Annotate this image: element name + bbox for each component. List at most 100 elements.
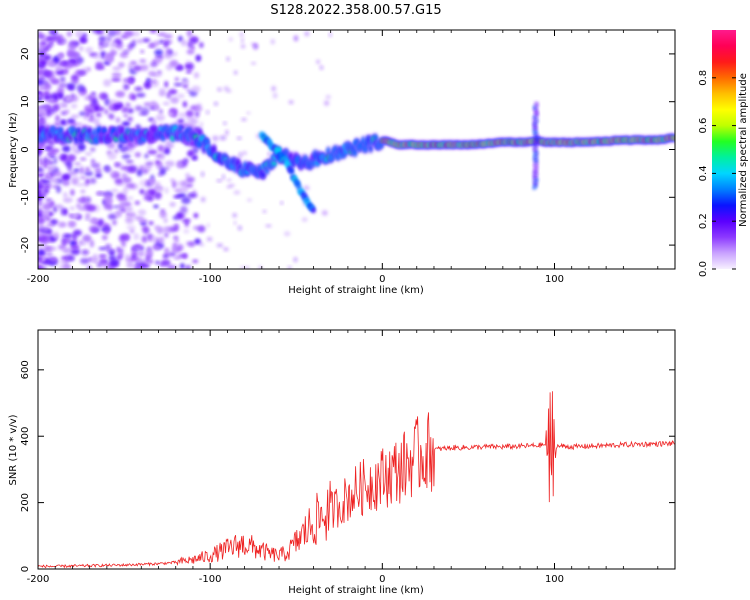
noise-speckle xyxy=(67,85,76,91)
noise-speckle xyxy=(144,153,149,159)
colorbar-tick-label: 0.4 xyxy=(698,165,709,181)
noise-speckle xyxy=(191,37,198,44)
noise-speckle xyxy=(112,219,117,226)
noise-speckle xyxy=(42,182,52,187)
noise-speckle xyxy=(43,94,51,101)
noise-speckle xyxy=(59,102,66,108)
noise-speckle xyxy=(145,161,155,166)
noise-speckle xyxy=(147,79,156,83)
noise-speckle xyxy=(177,35,183,42)
noise-speckle xyxy=(82,234,92,243)
noise-speckle xyxy=(169,144,175,148)
snr-y-tick-label: 0 xyxy=(20,566,31,572)
noise-speckle xyxy=(62,241,67,247)
noise-speckle xyxy=(174,77,180,82)
noise-speckle xyxy=(114,148,119,154)
noise-speckle xyxy=(168,88,178,95)
noise-speckle xyxy=(89,147,96,152)
noise-speckle xyxy=(125,212,130,217)
snr-y-axis-label: SNR (10 * v/v) xyxy=(8,414,19,485)
noise-speckle xyxy=(160,208,166,213)
noise-speckle xyxy=(304,31,310,37)
noise-speckle xyxy=(223,121,227,125)
snr-x-tick-label: -100 xyxy=(199,574,222,585)
noise-speckle xyxy=(194,238,201,245)
noise-speckle xyxy=(125,182,135,189)
noise-speckle xyxy=(125,160,134,164)
noise-speckle xyxy=(180,39,187,47)
noise-speckle xyxy=(85,217,90,221)
noise-speckle xyxy=(164,147,171,155)
noise-speckle xyxy=(90,227,99,233)
noise-speckle xyxy=(73,168,80,173)
noise-speckle xyxy=(173,195,181,199)
noise-speckle xyxy=(175,211,184,220)
noise-speckle xyxy=(167,265,177,269)
noise-speckle xyxy=(42,104,52,110)
noise-speckle xyxy=(125,165,135,173)
noise-speckle xyxy=(67,220,77,228)
noise-speckle xyxy=(70,176,81,183)
noise-speckle xyxy=(323,100,330,106)
noise-speckle xyxy=(97,190,102,196)
noise-speckle xyxy=(98,40,103,46)
noise-speckle xyxy=(122,50,130,54)
noise-speckle xyxy=(141,235,148,243)
noise-speckle xyxy=(192,189,197,195)
noise-speckle xyxy=(49,165,56,170)
noise-speckle xyxy=(126,261,135,269)
noise-speckle xyxy=(69,206,75,211)
noise-speckle xyxy=(149,30,158,34)
noise-speckle xyxy=(100,257,106,266)
noise-speckle xyxy=(95,173,103,178)
noise-speckle xyxy=(153,204,159,209)
noise-speckle xyxy=(122,83,129,91)
noise-speckle xyxy=(76,183,86,187)
noise-speckle xyxy=(157,173,163,177)
noise-speckle xyxy=(163,217,168,224)
noise-speckle xyxy=(149,106,157,111)
noise-speckle xyxy=(293,35,299,41)
noise-speckle xyxy=(206,236,213,242)
noise-speckle xyxy=(217,87,222,92)
noise-speckle xyxy=(238,152,243,158)
spectrogram-x-tick-label: -200 xyxy=(27,274,50,285)
noise-speckle xyxy=(194,110,200,118)
noise-speckle xyxy=(114,30,122,36)
noise-speckle xyxy=(67,118,76,124)
noise-speckle xyxy=(93,117,100,125)
noise-speckle xyxy=(73,162,82,166)
noise-speckle xyxy=(95,112,102,118)
noise-speckle xyxy=(103,79,112,87)
noise-speckle xyxy=(85,178,91,185)
noise-speckle xyxy=(66,237,71,244)
noise-speckle xyxy=(167,252,177,257)
noise-speckle xyxy=(169,59,179,68)
noise-speckle xyxy=(76,70,87,75)
noise-speckle xyxy=(280,201,284,205)
noise-speckle xyxy=(41,203,50,212)
noise-speckle xyxy=(164,160,175,167)
spectrogram-x-tick-label: 0 xyxy=(379,274,385,285)
colorbar-label: Normalized spectral amplitude xyxy=(738,73,749,227)
noise-speckle xyxy=(216,243,224,248)
noise-speckle xyxy=(149,61,158,68)
snr-marks xyxy=(38,391,675,569)
noise-speckle xyxy=(126,206,134,212)
noise-speckle xyxy=(38,172,45,178)
noise-speckle xyxy=(53,157,58,165)
noise-speckle xyxy=(240,44,246,49)
noise-speckle xyxy=(43,156,49,165)
noise-speckle xyxy=(107,213,118,220)
noise-speckle xyxy=(38,168,44,172)
snr-y-tick-label: 600 xyxy=(20,360,31,379)
noise-speckle xyxy=(135,92,146,98)
noise-speckle xyxy=(200,171,205,177)
noise-speckle xyxy=(67,44,77,49)
noise-speckle xyxy=(233,70,238,75)
noise-speckle xyxy=(293,256,298,263)
noise-speckle xyxy=(70,248,81,256)
noise-speckle xyxy=(134,200,141,206)
snr-frame xyxy=(37,329,676,570)
noise-speckle xyxy=(114,162,123,168)
